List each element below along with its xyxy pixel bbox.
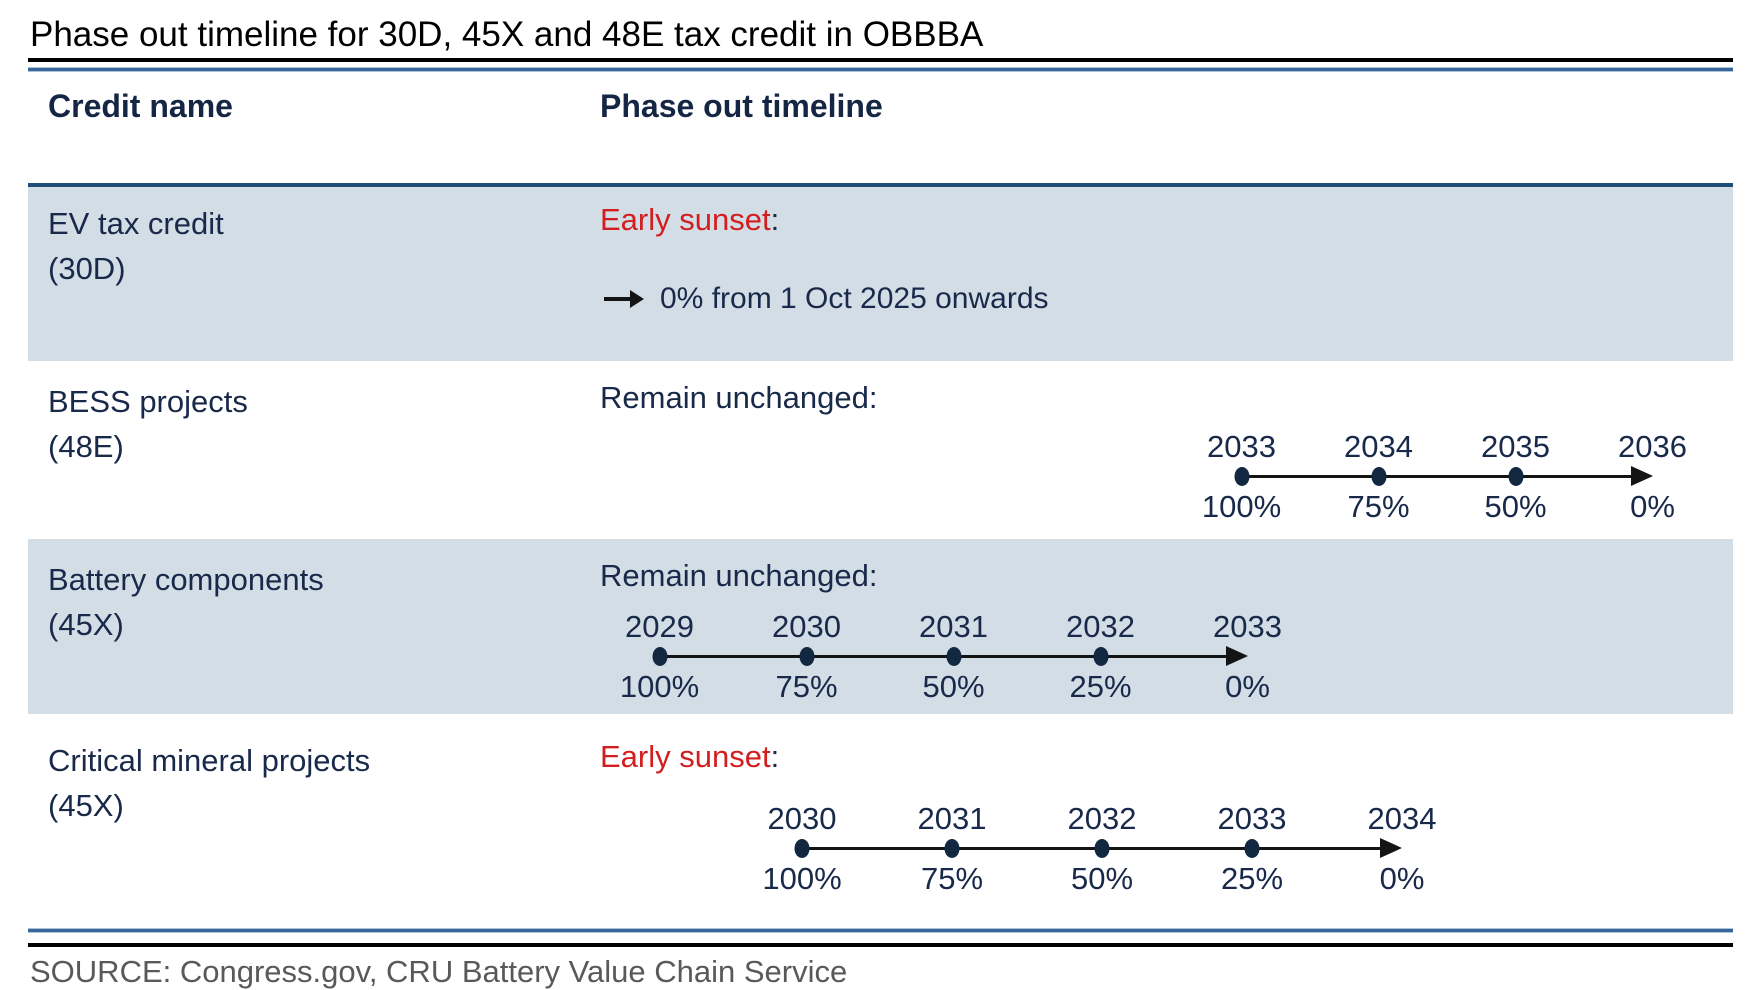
- timeline-line: [1241, 475, 1633, 478]
- phase-out-timeline-48e: 2033 2034 2035 2036 100% 75% 50% 0%: [1173, 429, 1721, 524]
- timeline-year-label: 2031: [919, 609, 988, 644]
- source-text: SOURCE: Congress.gov, CRU Battery Value …: [30, 954, 848, 989]
- timeline-dot: [946, 647, 961, 666]
- timeline-year-label: 2030: [772, 609, 841, 644]
- timeline-percent-label: 0%: [1225, 669, 1270, 704]
- timeline-dot: [1371, 467, 1386, 486]
- status-label: Early sunset: [600, 739, 771, 774]
- timeline-year-label-row: 2029 2030 2031 2032 2033: [586, 609, 1321, 644]
- credit-name: Battery components: [48, 562, 324, 597]
- credit-name: BESS projects: [48, 384, 248, 419]
- timeline-percent-label: 50%: [922, 669, 985, 704]
- timeline-year-label: 2033: [1217, 801, 1287, 836]
- status-colon: :: [868, 558, 878, 593]
- timeline-percent-label: 25%: [1220, 861, 1284, 896]
- title-underline-blue: [28, 67, 1733, 72]
- status-label: Remain unchanged: [600, 380, 869, 415]
- credit-name: EV tax credit: [48, 206, 224, 241]
- status-colon: :: [868, 380, 878, 415]
- timeline-percent-label-row: 100% 75% 50% 25% 0%: [727, 861, 1477, 896]
- timeline-percent-label: 50%: [1070, 861, 1134, 896]
- note-text: 0% from 1 Oct 2025 onwards: [660, 282, 1049, 315]
- timeline-axis: [1173, 466, 1721, 488]
- timeline-percent-label-row: 100% 75% 50% 25% 0%: [586, 669, 1321, 704]
- credit-code: (30D): [48, 251, 126, 286]
- status-colon: :: [770, 739, 780, 774]
- timeline-year-label: 2034: [1344, 429, 1413, 464]
- column-header-phase-out-timeline: Phase out timeline: [600, 88, 883, 124]
- timeline-percent-label: 75%: [1347, 489, 1410, 524]
- timeline-year-label: 2030: [767, 801, 837, 836]
- table-header-row: Credit name Phase out timeline: [28, 72, 1733, 183]
- timeline-dot: [799, 647, 814, 666]
- timeline-year-label: 2032: [1066, 609, 1135, 644]
- timeline-year-label-row: 2033 2034 2035 2036: [1173, 429, 1721, 464]
- page-title: Phase out timeline for 30D, 45X and 48E …: [30, 15, 984, 54]
- timeline-line: [802, 847, 1382, 850]
- timeline-year-label: 2034: [1367, 801, 1437, 836]
- phase-out-timeline-45x-minerals: 2030 2031 2032 2033 2034 100% 75% 50% 25% 0%: [727, 801, 1477, 896]
- timeline-arrowhead-icon: [1630, 466, 1653, 486]
- timeline-percent-label: 75%: [920, 861, 984, 896]
- timeline-axis: [727, 838, 1477, 860]
- timeline-percent-label: 0%: [1630, 489, 1675, 524]
- timeline-dot: [944, 839, 960, 858]
- credit-code: (45X): [48, 607, 124, 642]
- timeline-year-label: 2032: [1067, 801, 1137, 836]
- title-underline-black: [28, 58, 1733, 62]
- timeline-dot: [1244, 839, 1260, 858]
- timeline-axis: [586, 646, 1321, 668]
- timeline-year-label: 2033: [1207, 429, 1276, 464]
- timeline-percent-label: 75%: [775, 669, 838, 704]
- timeline-dot: [1094, 839, 1110, 858]
- timeline-dot: [1234, 467, 1249, 486]
- timeline-percent-label: 100%: [762, 861, 842, 896]
- credit-code: (48E): [48, 429, 124, 464]
- timeline-percent-label-row: 100% 75% 50% 0%: [1173, 489, 1721, 524]
- timeline-dot: [652, 647, 667, 666]
- timeline-arrowhead-icon: [1380, 838, 1402, 858]
- timeline-percent-label: 0%: [1379, 861, 1425, 896]
- timeline-percent-label: 25%: [1069, 669, 1132, 704]
- timeline-year-label: 2031: [917, 801, 987, 836]
- status-label: Early sunset: [600, 202, 771, 237]
- timeline-dot: [1093, 647, 1108, 666]
- footer-rule-black: [28, 943, 1733, 947]
- timeline-dot: [794, 839, 810, 858]
- timeline-dot: [1508, 467, 1523, 486]
- credit-code: (45X): [48, 788, 124, 823]
- phase-out-note: 0% from 1 Oct 2025 onwards: [604, 282, 1049, 316]
- timeline-line: [659, 655, 1228, 658]
- timeline-arrowhead-icon: [1225, 646, 1248, 666]
- table-row-bess-projects: BESS projects (48E) Remain unchanged: 20…: [28, 361, 1733, 539]
- right-arrow-icon: [604, 289, 644, 309]
- timeline-year-label: 2036: [1618, 429, 1687, 464]
- timeline-year-label: 2033: [1213, 609, 1282, 644]
- timeline-percent-label: 100%: [1201, 489, 1282, 524]
- table-row-ev-tax-credit: EV tax credit (30D) Early sunset: 0% fro…: [28, 183, 1733, 361]
- credit-name: Critical mineral projects: [48, 743, 371, 778]
- timeline-percent-label: 50%: [1484, 489, 1547, 524]
- status-label: Remain unchanged: [600, 558, 869, 593]
- table-row-battery-components: Battery components (45X) Remain unchange…: [28, 539, 1733, 714]
- timeline-year-label: 2029: [625, 609, 694, 644]
- status-colon: :: [770, 202, 780, 237]
- phase-out-timeline-45x-components: 2029 2030 2031 2032 2033 100% 75% 50% 25% 0%: [586, 609, 1321, 704]
- table-row-critical-minerals: Critical mineral projects (45X) Early su…: [28, 714, 1733, 928]
- footer-rule-blue: [28, 928, 1733, 933]
- timeline-year-label-row: 2030 2031 2032 2033 2034: [727, 801, 1477, 836]
- column-header-credit-name: Credit name: [48, 88, 233, 124]
- timeline-year-label: 2035: [1481, 429, 1550, 464]
- timeline-percent-label: 100%: [619, 669, 700, 704]
